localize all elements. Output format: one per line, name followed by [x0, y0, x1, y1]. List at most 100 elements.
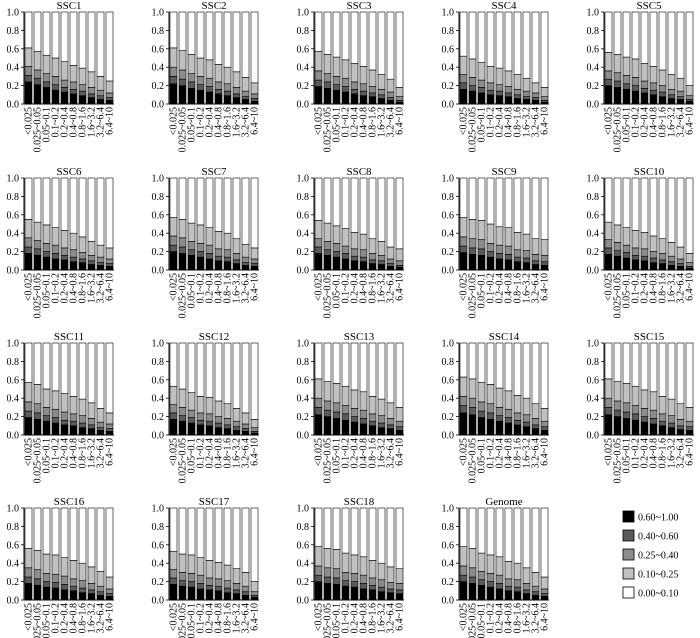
- bar-segment-0.00~0.10: [658, 342, 667, 397]
- bar-segment-0.00~0.10: [531, 342, 540, 405]
- bar-segment-0.00~0.10: [685, 342, 694, 408]
- bar-segment-0.40~0.60: [459, 245, 468, 253]
- bar-segment-0.10~0.25: [24, 47, 33, 67]
- bar-segment-0.25~0.40: [60, 411, 69, 421]
- bar-segment-0.60~1.00: [386, 428, 395, 436]
- bar-segment-0.25~0.40: [395, 420, 404, 428]
- bar-segment-0.25~0.40: [504, 245, 513, 255]
- bar-segment-0.60~1.00: [24, 81, 33, 105]
- bar-segment-0.00~0.10: [631, 11, 640, 60]
- bar-segment-0.25~0.40: [205, 77, 214, 87]
- bar-segment-0.25~0.40: [169, 569, 178, 579]
- bar-segment-0.60~1.00: [522, 262, 531, 271]
- y-tick-label: 0.8: [7, 192, 20, 203]
- legend-swatch: [622, 586, 635, 599]
- bar-segment-0.60~1.00: [87, 264, 96, 271]
- bar-segment-0.25~0.40: [250, 427, 259, 432]
- bar-segment-0.25~0.40: [196, 243, 205, 252]
- y-tick-label: 0.4: [152, 63, 165, 74]
- x-tick-label: 0.8~1.6: [223, 273, 234, 303]
- panel-title: SSC8: [346, 166, 372, 178]
- bar-segment-0.40~0.60: [169, 412, 178, 420]
- bar-segment-0.25~0.40: [459, 236, 468, 247]
- bar-segment-0.40~0.60: [377, 94, 386, 99]
- bar-segment-0.40~0.60: [223, 587, 232, 593]
- x-tick-label: 0.025~0.05: [468, 273, 479, 318]
- bar-segment-0.40~0.60: [667, 422, 676, 428]
- bar-segment-0.10~0.25: [649, 235, 658, 252]
- bar-segment-0.10~0.25: [241, 412, 250, 425]
- bar-segment-0.10~0.25: [205, 560, 214, 579]
- x-tick-label: 0.8~1.6: [78, 273, 89, 303]
- bar-segment-0.40~0.60: [96, 262, 105, 266]
- bar-segment-0.40~0.60: [24, 576, 33, 584]
- bar-segment-0.25~0.40: [676, 258, 685, 264]
- x-tick-label: 0.4~0.8: [504, 438, 515, 468]
- x-tick-label: 0.05~0.1: [187, 603, 198, 638]
- bar-segment-0.25~0.40: [69, 578, 78, 587]
- bar-segment-0.10~0.25: [522, 397, 531, 416]
- bar-segment-0.25~0.40: [214, 248, 223, 257]
- bar-segment-0.60~1.00: [51, 587, 60, 601]
- bar-segment-0.25~0.40: [676, 90, 685, 97]
- bar-segment-0.40~0.60: [386, 97, 395, 101]
- bar-segment-0.40~0.60: [214, 255, 223, 262]
- bar-segment-0.25~0.40: [96, 585, 105, 593]
- bar-segment-0.25~0.40: [51, 76, 60, 85]
- x-tick-label: 1.6~3.2: [87, 273, 98, 303]
- bar-segment-0.10~0.25: [495, 556, 504, 576]
- bar-segment-0.10~0.25: [468, 58, 477, 78]
- bar-segment-0.60~1.00: [631, 419, 640, 436]
- bar-segment-0.10~0.25: [78, 398, 87, 416]
- x-tick-label: 0.1~0.2: [486, 603, 497, 633]
- bar-segment-0.00~0.10: [105, 342, 114, 414]
- y-tick-label: 0.0: [152, 100, 165, 111]
- bar-segment-0.60~1.00: [495, 588, 504, 601]
- bar-segment-0.60~1.00: [24, 417, 33, 436]
- bar-segment-0.10~0.25: [685, 253, 694, 263]
- bar-segment-0.60~1.00: [241, 595, 250, 601]
- bar-segment-0.00~0.10: [42, 507, 51, 555]
- y-tick-label: 0.6: [152, 44, 165, 55]
- bar-segment-0.40~0.60: [631, 413, 640, 421]
- bar-segment-0.00~0.10: [640, 177, 649, 233]
- bar-segment-0.10~0.25: [540, 408, 549, 422]
- y-tick-label: 1.0: [587, 8, 600, 19]
- x-tick-label: 0.1~0.2: [196, 603, 207, 633]
- bar-segment-0.00~0.10: [468, 177, 477, 220]
- bar-segment-0.10~0.25: [676, 77, 685, 92]
- bar-segment-0.60~1.00: [250, 266, 259, 271]
- bar-segment-0.60~1.00: [196, 256, 205, 271]
- bar-segment-0.25~0.40: [368, 253, 377, 261]
- bar-segment-0.40~0.60: [658, 91, 667, 97]
- bar-segment-0.10~0.25: [504, 561, 513, 580]
- x-tick-label: 1.6~3.2: [522, 603, 533, 633]
- bar-segment-0.40~0.60: [196, 419, 205, 426]
- x-tick-label: 0.4~0.8: [649, 107, 660, 137]
- bar-segment-0.10~0.25: [87, 71, 96, 88]
- bar-segment-0.10~0.25: [205, 227, 214, 246]
- bar-segment-0.00~0.10: [78, 177, 87, 238]
- bar-segment-0.10~0.25: [667, 74, 676, 90]
- bar-segment-0.40~0.60: [69, 420, 78, 427]
- y-tick-label: 1.0: [442, 504, 455, 515]
- bar-segment-0.00~0.10: [323, 507, 332, 549]
- bar-segment-0.00~0.10: [214, 11, 223, 65]
- bar-segment-0.40~0.60: [96, 591, 105, 596]
- bar-segment-0.25~0.40: [477, 401, 486, 412]
- bar-segment-0.60~1.00: [323, 583, 332, 601]
- bar-segment-0.00~0.10: [685, 177, 694, 254]
- bar-segment-0.60~1.00: [196, 424, 205, 436]
- bar-segment-0.25~0.40: [622, 402, 631, 413]
- bar-segment-0.00~0.10: [178, 507, 187, 555]
- bar-segment-0.25~0.40: [314, 70, 323, 81]
- y-tick-label: 0.8: [442, 522, 455, 533]
- bar-segment-0.25~0.40: [486, 573, 495, 582]
- y-tick-label: 0.8: [297, 522, 310, 533]
- bar-segment-0.60~1.00: [522, 593, 531, 601]
- bar-segment-0.60~1.00: [368, 96, 377, 105]
- bar-segment-0.60~1.00: [649, 94, 658, 105]
- bar-segment-0.40~0.60: [658, 420, 667, 427]
- y-tick-label: 0.6: [297, 540, 310, 551]
- bar-segment-0.00~0.10: [377, 177, 386, 242]
